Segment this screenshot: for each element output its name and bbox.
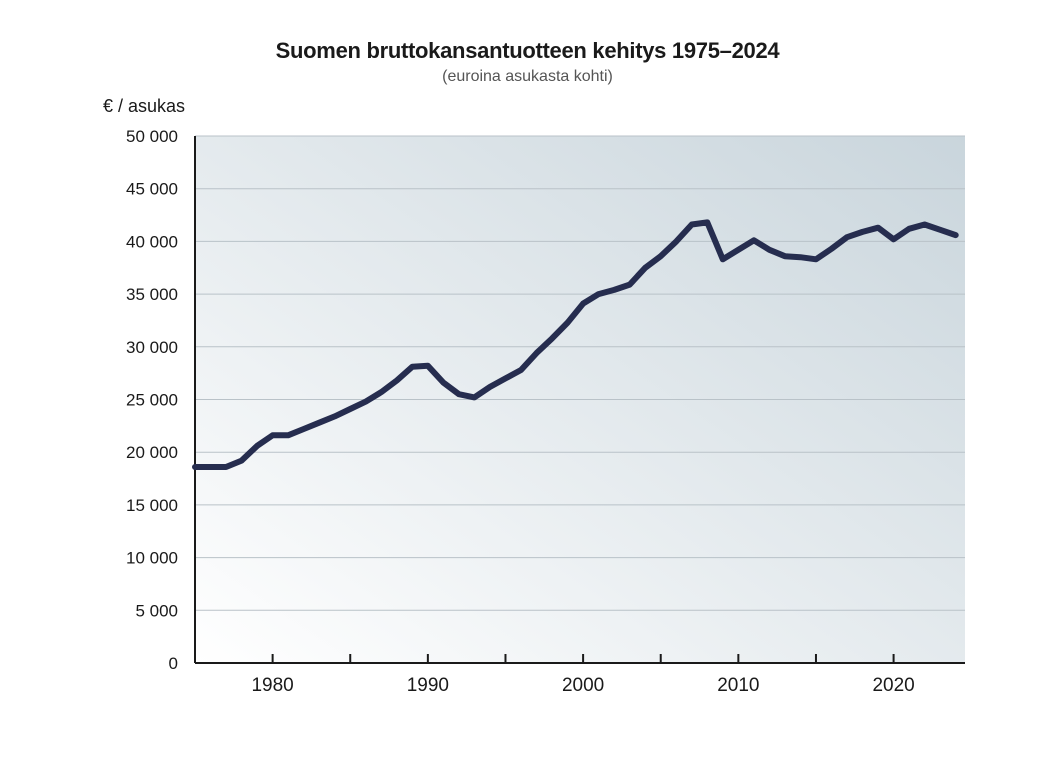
y-tick-label: 50 000 (126, 127, 178, 146)
x-axis-ticks: 1980 1990 2000 2010 2020 (251, 654, 915, 696)
y-tick-label: 10 000 (126, 549, 178, 568)
x-tick-label: 1980 (251, 675, 293, 696)
y-tick-label: 20 000 (126, 443, 178, 462)
y-tick-label: 45 000 (126, 180, 178, 199)
y-tick-label: 15 000 (126, 496, 178, 515)
y-axis-label: € / asukas (103, 96, 185, 116)
x-tick-label: 1990 (407, 675, 449, 696)
gridlines (195, 135, 965, 611)
y-tick-label: 0 (169, 654, 178, 673)
y-tick-label: 30 000 (126, 338, 178, 357)
series-line-bkt (192, 219, 959, 470)
x-tick-label: 2000 (562, 675, 604, 696)
chart-title: Suomen bruttokansantuotteen kehitys 1975… (275, 38, 780, 63)
y-axis-ticks: 0 5 000 10 000 15 000 20 000 25 000 30 000 35 0… (126, 127, 178, 673)
y-tick-label: 5 000 (135, 601, 178, 620)
y-tick-label: 25 000 (126, 391, 178, 410)
y-tick-label: 40 000 (126, 232, 178, 251)
x-tick-label: 2010 (717, 675, 759, 696)
y-tick-label: 35 000 (126, 285, 178, 304)
x-tick-label: 2020 (872, 675, 914, 696)
chart-subtitle: (euroina asukasta kohti) (442, 68, 613, 85)
